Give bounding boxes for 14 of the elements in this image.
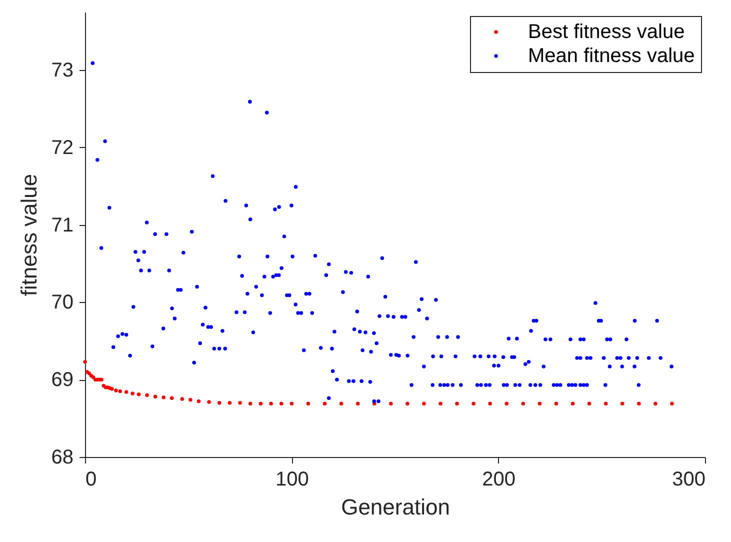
x-tick-label: 100 bbox=[275, 468, 309, 490]
y-tick-label: 69 bbox=[51, 369, 74, 392]
x-tick-label: 300 bbox=[672, 468, 706, 490]
y-tick-label: 71 bbox=[51, 214, 74, 236]
y-axis-title: fitness value bbox=[16, 174, 42, 296]
x-tick-label: 200 bbox=[482, 468, 516, 490]
x-axis-title: Generation bbox=[341, 494, 450, 520]
legend-label: Best fitness value bbox=[528, 21, 685, 43]
y-tick-label: 70 bbox=[51, 292, 74, 314]
y-tick-label: 68 bbox=[51, 446, 74, 468]
legend-label: Mean fitness value bbox=[528, 45, 695, 67]
x-tick-label: 0 bbox=[86, 468, 97, 490]
y-tick-label: 73 bbox=[51, 60, 74, 82]
y-tick-label: 72 bbox=[51, 136, 74, 159]
